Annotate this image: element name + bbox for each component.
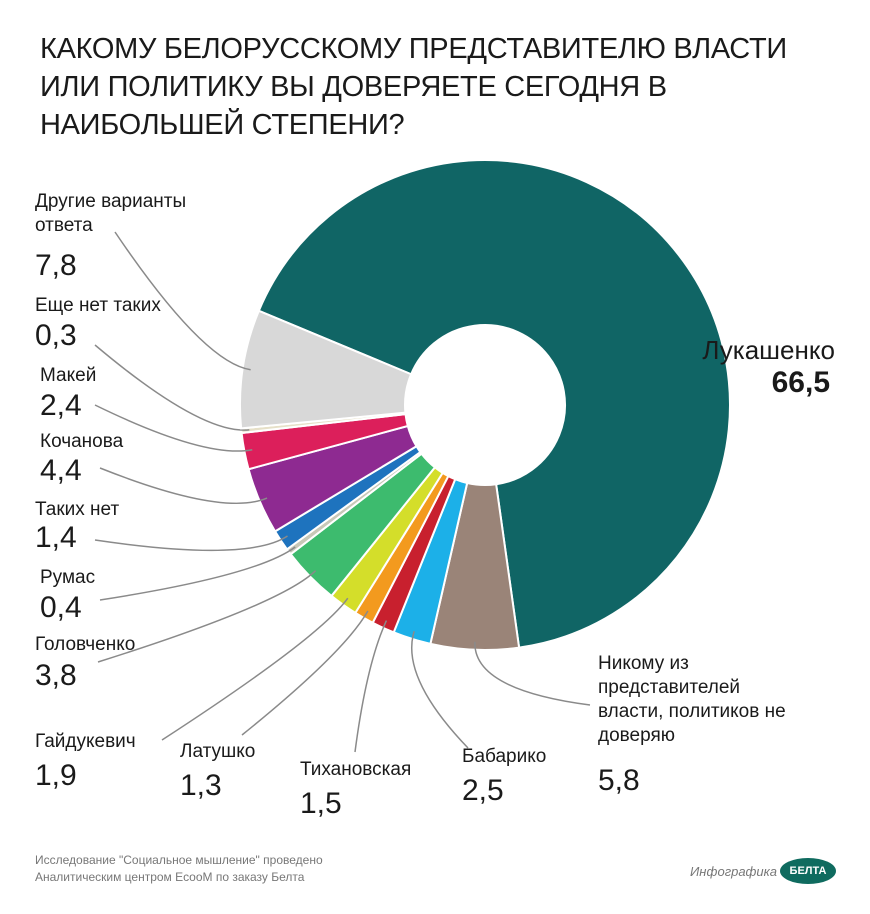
value-label: 3,8 [35, 659, 77, 692]
slice-label: Лукашенко [702, 335, 835, 365]
value-label: 1,9 [35, 759, 77, 792]
value-label: 1,5 [300, 787, 342, 820]
value-label: 2,5 [462, 774, 504, 807]
value-label: 1,3 [180, 769, 222, 802]
value-label: 0,4 [40, 591, 82, 624]
slice-label: Еще нет таких [35, 295, 161, 316]
leader-line [99, 467, 268, 505]
slice-label: Никому из представителей власти, политик… [598, 653, 786, 746]
leader-line [94, 344, 250, 431]
value-label: 0,3 [35, 319, 77, 352]
value-label: 5,8 [598, 764, 640, 797]
leader-line [114, 231, 251, 371]
leader-line [354, 620, 388, 753]
slice-label: Таких нет [35, 499, 120, 520]
value-label: 7,8 [35, 249, 77, 282]
slice-label: Бабарико [462, 746, 547, 767]
leader-line [94, 535, 288, 552]
source-note: Исследование "Социальное мышление" прове… [35, 853, 323, 884]
value-label: 66,5 [771, 366, 830, 399]
donut-slice [239, 309, 413, 430]
slice-label: Макей [40, 365, 97, 386]
slice-label: Румас [40, 567, 96, 588]
leader-line [474, 641, 591, 706]
leader-line [410, 630, 469, 749]
chart-title: КАКОМУ БЕЛОРУССКОМУ ПРЕДСТАВИТЕЛЮ ВЛАСТИ… [40, 33, 787, 141]
leader-line [161, 597, 349, 741]
slice-label: Другие варианты ответа [35, 191, 187, 236]
leader-line [241, 610, 369, 736]
credit: Инфографика [690, 864, 778, 879]
leader-line [99, 546, 296, 601]
slice-label: Кочанова [40, 431, 124, 452]
leader-line [97, 570, 317, 663]
slice-label: Гайдукевич [35, 731, 136, 752]
value-label: 4,4 [40, 454, 82, 487]
value-label: 2,4 [40, 389, 82, 422]
logo: БЕЛТА [780, 858, 836, 884]
slice-label: Тихановская [300, 759, 412, 780]
leader-line [94, 404, 253, 452]
slice-label: Латушко [180, 741, 256, 762]
value-label: 1,4 [35, 521, 77, 554]
donut-slice [257, 159, 731, 649]
slice-label: Головченко [35, 634, 136, 655]
